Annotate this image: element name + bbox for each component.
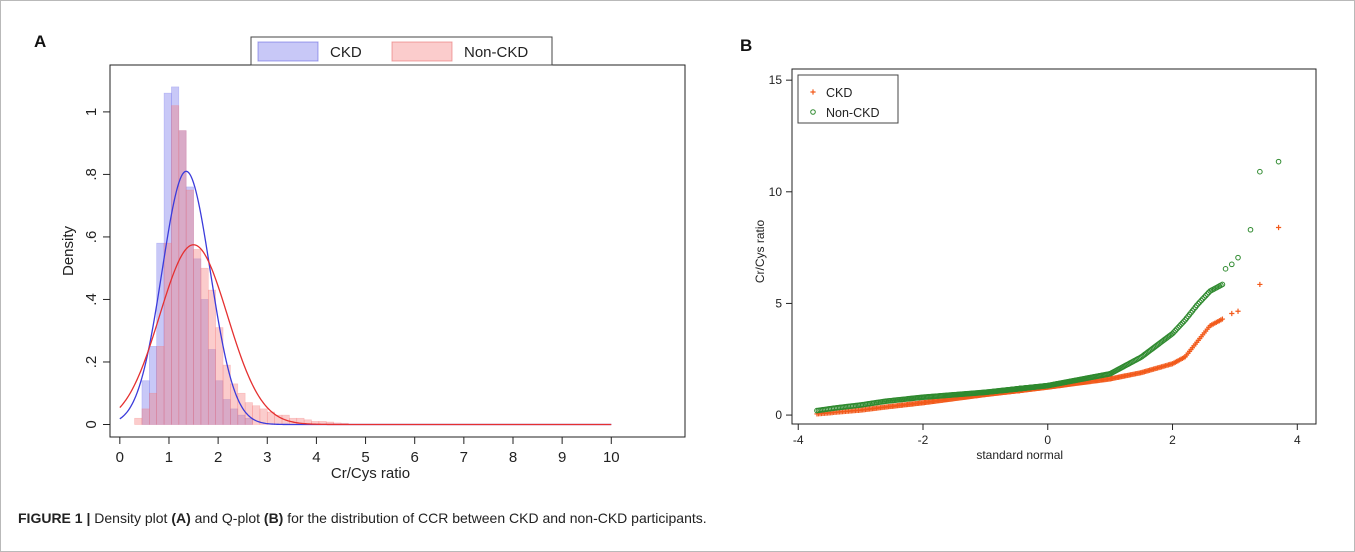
histogram-bar-non-ckd [171,105,180,425]
histogram-bar-non-ckd [149,392,157,425]
x-tick-label-a: 0 [116,449,124,466]
caption-text-3: for the distribution of CCR between CKD … [283,510,707,526]
histogram-bar-ckd [156,242,165,425]
histogram-bar-ckd [171,86,180,425]
x-tick-label-a: 4 [312,449,320,466]
histogram-bar-non-ckd [230,383,239,425]
histogram-bar-non-ckd [163,242,172,425]
histogram-bar-ckd [237,414,246,425]
legend-swatch-non-ckd [391,41,453,62]
histogram-bar-non-ckd [259,408,268,425]
histogram-bar-non-ckd [185,189,194,425]
histogram-bar-ckd [230,408,239,425]
y-tick-label-a: .8 [83,168,100,181]
y-axis-label-a: Density [60,225,77,276]
y-tick-label-a: 1 [83,108,100,116]
figure-caption: FIGURE 1 | Density plot (A) and Q-plot (… [18,510,707,526]
histogram-bar-non-ckd [244,402,253,425]
histogram-bar-non-ckd [178,130,187,425]
histogram-bar-non-ckd [141,408,150,425]
histogram-bar-non-ckd [156,346,165,425]
y-tick-label-a: .6 [83,231,100,244]
x-tick-label-a: 6 [411,449,419,466]
histogram-bar-ckd [185,186,194,425]
panel-label-a: A [34,32,46,51]
caption-ref-a: (A) [171,510,191,526]
histogram-bar-ckd [244,417,253,425]
histogram-bar-ckd [200,299,209,425]
histogram-bar-non-ckd [200,267,209,425]
histogram-bar-ckd [149,346,157,425]
legend-label-ckd: CKD [330,44,362,61]
histogram-bar-non-ckd [193,249,202,425]
y-tick-label-a: 0 [83,420,100,428]
density-curve-non-ckd [119,244,612,426]
x-tick-label-a: 2 [214,449,222,466]
histogram-bar-ckd [215,380,224,425]
density-plot-panel-a: A 0 1 2 3 4 5 6 7 8 9 10 Cr/Cys ratio 0 .2 .4 .6 .8 1 Densi… [34,32,686,482]
caption-label: FIGURE 1 | [18,510,91,526]
histogram-bar-ckd [207,349,216,425]
histogram-bar-non-ckd [207,289,216,425]
x-tick-label-a: 9 [558,449,566,466]
caption-ref-b: (B) [263,510,284,526]
x-tick-label-a: 3 [263,449,271,466]
histogram-bar-non-ckd [237,392,246,425]
caption-text-2: and Q-plot [190,510,264,526]
x-axis-label-a: Cr/Cys ratio [331,465,410,482]
x-tick-label-a: 7 [460,449,468,466]
legend-label-non-ckd: Non-CKD [464,44,528,61]
histogram-bar-non-ckd [252,405,261,425]
x-tick-label-a: 10 [603,449,620,466]
y-tick-label-a: .4 [83,293,100,306]
histogram-bar-ckd [222,399,231,425]
x-tick-label-a: 8 [509,449,517,466]
legend-swatch-ckd [257,41,319,62]
x-tick-label-a: 1 [165,449,173,466]
histogram-bar-ckd [141,380,150,425]
x-tick-label-a: 5 [361,449,369,466]
histogram-bar-non-ckd [134,417,143,425]
caption-text-1: Density plot [90,510,172,526]
histogram-bar-ckd [178,130,187,425]
y-tick-label-a: .2 [83,356,100,369]
legend-a: CKD Non-CKD [250,36,553,66]
histogram-bar-ckd [193,258,202,425]
